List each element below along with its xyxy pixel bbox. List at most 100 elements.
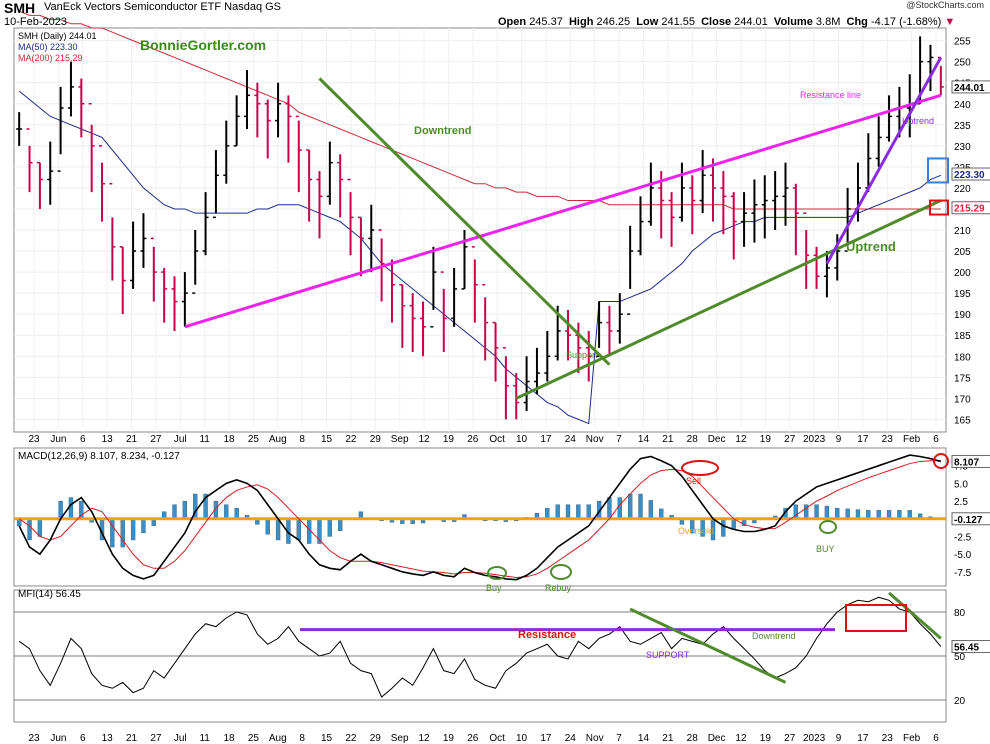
buy2-circle [819,520,837,534]
pane-frame-1 [13,447,947,587]
x-tick-label: 14 [638,434,650,445]
macd-line [18,454,942,581]
price-tick-label: 170 [954,394,971,405]
close-tag: 244.01 [954,83,985,94]
x-tick-label: 8 [299,434,305,445]
ma50-highlight-box [927,157,949,184]
x-tick-label: Aug [269,434,287,445]
ohlc-bar: Open 245.37 High 246.25 Low 241.55 Close… [498,16,956,28]
x-tick-label-bottom: 18 [223,733,235,744]
x-tick-label: 6 [80,434,86,445]
resistance-line-label: Resistance line [800,90,861,100]
x-tick-label-bottom: 14 [638,733,650,744]
x-tick-label-bottom: 8 [299,733,305,744]
downtrend-line [318,77,611,366]
macd-histogram-bar [234,508,239,519]
x-tick-label: Feb [903,434,921,445]
x-tick-label-bottom: Feb [903,733,921,744]
mfi-support-label: SUPPORT [646,650,690,660]
x-tick-label: Jun [50,434,66,445]
price-tick-label: 220 [954,184,971,195]
macd-histogram-bar [586,504,591,519]
x-tick-label: 19 [760,434,772,445]
resistance-line [184,93,942,329]
hist-tag-box [951,512,990,526]
mfi-tick-label: 80 [954,608,966,619]
x-tick-label: 21 [662,434,674,445]
x-tick-label-bottom: 11 [199,733,210,744]
rebuy-label: Rebuy [545,583,572,593]
x-tick-label: 27 [784,434,796,445]
macd-histogram-bar [814,504,819,519]
support-label: Support [566,350,598,360]
ma50-line [18,90,942,425]
price-tick-label: 195 [954,289,971,300]
price-tick-label: 165 [954,415,971,426]
buy2-label: BUY [816,544,835,554]
mfi-downtrend-label: Downtrend [752,631,796,641]
x-tick-label-bottom: 6 [80,733,86,744]
x-tick-label-bottom: 29 [370,733,382,744]
legend-ma200: MA(200) 215.29 [18,53,83,63]
macd-tick-label: 2.5 [954,497,968,508]
macd-histogram-bar [27,518,32,541]
price-tick-label: 235 [954,121,971,132]
x-tick-label-bottom: Sep [391,733,409,744]
x-tick-label-bottom: 19 [760,733,772,744]
x-tick-label-bottom: 17 [857,733,869,744]
ma200-tag-box [951,201,990,215]
security-name: VanEck Vectors Semiconductor ETF Nasdaq … [44,1,282,13]
x-tick-label-bottom: 7 [616,733,622,744]
x-tick-label: 12 [735,434,747,445]
x-tick-label: Nov [586,434,604,445]
x-tick-label-bottom: 2023 [803,733,826,744]
x-tick-label: 2023 [803,434,826,445]
x-tick-label-bottom: 13 [102,733,114,744]
rebuy-circle [550,564,572,580]
buy-label: Buy [486,583,502,593]
x-tick-label-bottom: 19 [443,733,455,744]
macd-histogram-bar [835,508,840,519]
x-tick-label-bottom: Jul [174,733,187,744]
macd-histogram-bar [638,493,643,519]
mfi-downtrend-line-1 [629,607,787,684]
macd-histogram-bar [617,497,622,519]
macd-histogram-bar [37,518,43,537]
hist-tag: -0.127 [954,515,983,526]
close-tag-box [951,80,990,94]
mfi-tag-box [951,640,990,654]
macd-histogram-bar [182,500,188,519]
x-tick-label-bottom: 17 [540,733,552,744]
watermark: BonnieGortler.com [140,37,266,53]
x-tick-label-bottom: 15 [321,733,333,744]
x-tick-label-bottom: 27 [784,733,796,744]
sell-label: Sell [686,476,701,486]
macd-current-circle [933,453,949,469]
mfi-line [18,596,942,698]
x-tick-label-bottom: 9 [836,733,842,744]
x-tick-label: Dec [708,434,726,445]
x-tick-label: 19 [443,434,455,445]
x-tick-label-bottom: 6 [933,733,939,744]
x-tick-label: 13 [102,434,114,445]
mfi-downtrend-line-2 [888,591,942,640]
x-tick-label: 29 [370,434,382,445]
macd-histogram-bar [130,518,136,541]
x-tick-label: 24 [565,434,577,445]
macd-histogram-bar [172,504,177,519]
macd-tick-label: -2.5 [954,532,972,543]
x-tick-label: 23 [28,434,40,445]
macd-histogram-bar [721,518,726,537]
macd-histogram-bar [545,508,550,519]
x-tick-label-bottom: Oct [489,733,505,744]
price-tick-label: 240 [954,100,971,111]
x-tick-label-bottom: 10 [516,733,528,744]
buy-circle [487,566,507,580]
x-tick-label-bottom: 12 [735,733,747,744]
macd-tick-label: 5.0 [954,479,968,490]
macd-signal-line [18,460,941,579]
mfi-tick-label: 20 [954,696,966,707]
x-tick-label: Oct [489,434,505,445]
macd-histogram-bar [824,505,830,519]
macd-tag-box [951,454,990,468]
